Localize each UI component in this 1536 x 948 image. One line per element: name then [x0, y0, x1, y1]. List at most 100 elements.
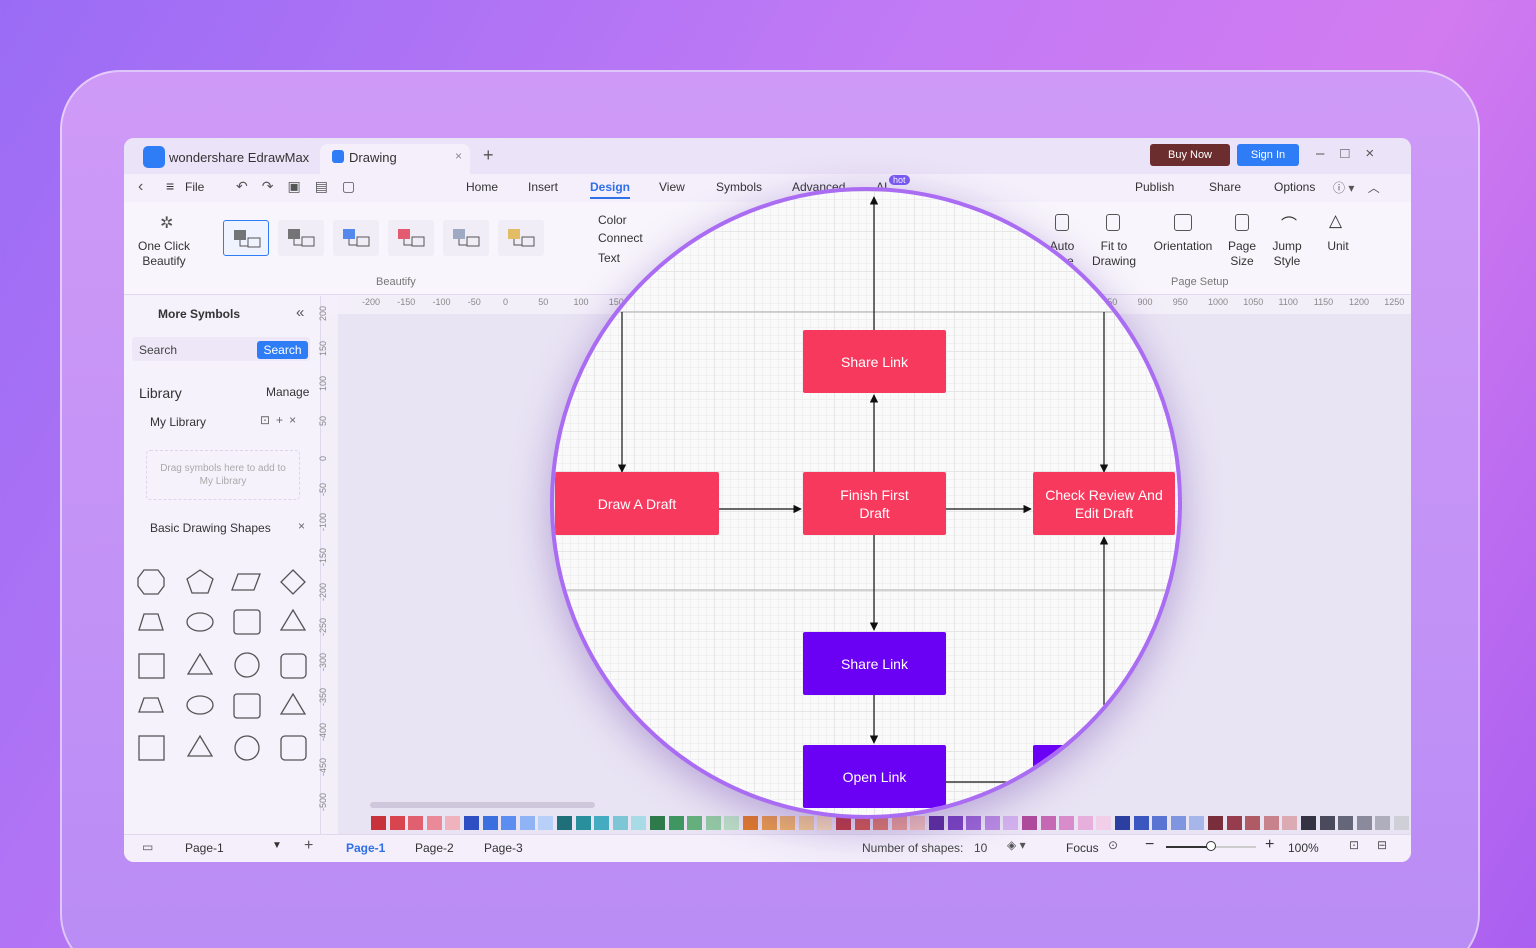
color-swatch[interactable]: [1022, 816, 1037, 830]
color-swatch[interactable]: [650, 816, 665, 830]
color-swatch[interactable]: [668, 816, 684, 830]
color-swatch[interactable]: [891, 816, 907, 830]
layers-icon: ◈ ▾: [1007, 838, 1026, 852]
color-swatch[interactable]: [687, 816, 703, 830]
color-swatch[interactable]: [1152, 816, 1168, 830]
color-swatch[interactable]: [836, 816, 851, 830]
color-swatch[interactable]: [631, 816, 647, 830]
connect[interactable]: Connect: [598, 231, 643, 245]
text[interactable]: Text: [598, 251, 621, 265]
color-swatch[interactable]: [743, 816, 758, 830]
color-swatch[interactable]: [1077, 816, 1093, 830]
sign-in[interactable]: Sign In: [1237, 144, 1299, 166]
color-swatch[interactable]: [761, 816, 777, 830]
color-swatch[interactable]: [854, 816, 870, 830]
color-swatch[interactable]: [1059, 816, 1075, 830]
color-swatch[interactable]: [1245, 816, 1261, 830]
color-swatch[interactable]: [929, 816, 944, 830]
page-select[interactable]: Page-1: [185, 841, 224, 855]
color-swatch[interactable]: [1208, 816, 1223, 830]
color-swatch[interactable]: [557, 816, 572, 830]
color-swatch[interactable]: [1189, 816, 1205, 830]
color-swatch[interactable]: [482, 816, 498, 830]
style-option[interactable]: [278, 220, 324, 256]
style-option[interactable]: [443, 220, 489, 256]
page-tab[interactable]: Page-2: [415, 841, 454, 855]
library: Library: [139, 385, 182, 401]
manage[interactable]: Manage: [266, 385, 310, 399]
color-swatch[interactable]: [705, 816, 721, 830]
color-swatch[interactable]: [389, 816, 405, 830]
file-menu[interactable]: File: [185, 180, 205, 194]
color-swatch[interactable]: [538, 816, 554, 830]
color-swatch[interactable]: [1170, 816, 1186, 830]
publish[interactable]: Publish: [1135, 180, 1175, 194]
color[interactable]: Color: [598, 213, 627, 227]
menu-tab[interactable]: Insert: [528, 180, 559, 194]
style-option[interactable]: [388, 220, 434, 256]
fit-icon: [1106, 214, 1120, 231]
focus[interactable]: Focus: [1066, 841, 1099, 855]
color-swatch[interactable]: [1003, 816, 1019, 830]
color-swatch[interactable]: [426, 816, 442, 830]
menu-tab[interactable]: Design: [590, 180, 631, 199]
color-swatch[interactable]: [519, 816, 535, 830]
color-swatch[interactable]: [1226, 816, 1242, 830]
color-swatch[interactable]: [1282, 816, 1298, 830]
color-swatch[interactable]: [1096, 816, 1112, 830]
zoom[interactable]: 100%: [1288, 841, 1319, 855]
color-swatch[interactable]: [612, 816, 628, 830]
color-swatch[interactable]: [445, 816, 461, 830]
page-tab[interactable]: Page-3: [484, 841, 523, 855]
menu-tab[interactable]: View: [659, 180, 685, 194]
fit-to-drawing[interactable]: Fit to Drawing: [1091, 239, 1136, 268]
unit[interactable]: Unit: [1327, 239, 1349, 253]
color-swatch[interactable]: [1133, 816, 1149, 830]
color-swatch[interactable]: [1301, 816, 1316, 830]
search-button[interactable]: Search: [257, 341, 308, 359]
style-option[interactable]: [498, 220, 544, 256]
color-swatch[interactable]: [798, 816, 814, 830]
color-swatch[interactable]: [1394, 816, 1409, 830]
menu-tab[interactable]: Home: [466, 180, 499, 194]
buy-now[interactable]: Buy Now: [1150, 144, 1230, 166]
y-ruler-label: 50: [318, 415, 328, 426]
color-swatch[interactable]: [817, 816, 833, 830]
color-swatch[interactable]: [947, 816, 963, 830]
color-swatch[interactable]: [1375, 816, 1391, 830]
one-click-beautify[interactable]: One Click Beautify: [137, 239, 190, 268]
page-size[interactable]: Page Size: [1227, 239, 1257, 268]
search-input[interactable]: Search: [139, 343, 178, 357]
color-swatch[interactable]: [501, 816, 517, 830]
options[interactable]: Options: [1274, 180, 1316, 194]
color-swatch[interactable]: [724, 816, 740, 830]
color-swatch[interactable]: [1319, 816, 1335, 830]
color-swatch[interactable]: [464, 816, 479, 830]
color-swatch[interactable]: [408, 816, 424, 830]
style-option[interactable]: [333, 220, 379, 256]
tab-title[interactable]: Drawing: [349, 150, 397, 165]
orientation[interactable]: Orientation: [1153, 239, 1213, 253]
color-swatch[interactable]: [1263, 816, 1279, 830]
color-swatch[interactable]: [575, 816, 591, 830]
color-swatch[interactable]: [910, 816, 926, 830]
decoration: [1206, 841, 1216, 851]
color-swatch[interactable]: [873, 816, 889, 830]
color-swatch[interactable]: [1115, 816, 1130, 830]
color-swatch[interactable]: [1356, 816, 1372, 830]
color-swatch[interactable]: [780, 816, 796, 830]
jump-style[interactable]: Jump Style: [1272, 239, 1302, 268]
x-ruler-label: 1250: [1384, 297, 1405, 307]
color-swatch[interactable]: [966, 816, 982, 830]
more-symbols[interactable]: More Symbols: [158, 307, 241, 321]
x-ruler-label: -100: [432, 297, 451, 307]
color-swatch[interactable]: [1040, 816, 1056, 830]
color-swatch[interactable]: [984, 816, 1000, 830]
color-swatch[interactable]: [594, 816, 610, 830]
menu-tab[interactable]: Symbols: [716, 180, 763, 194]
color-swatch[interactable]: [371, 816, 386, 830]
page-tab[interactable]: Page-1: [346, 841, 386, 855]
color-swatch[interactable]: [1338, 816, 1354, 830]
style-option[interactable]: [223, 220, 269, 256]
share[interactable]: Share: [1209, 180, 1242, 194]
